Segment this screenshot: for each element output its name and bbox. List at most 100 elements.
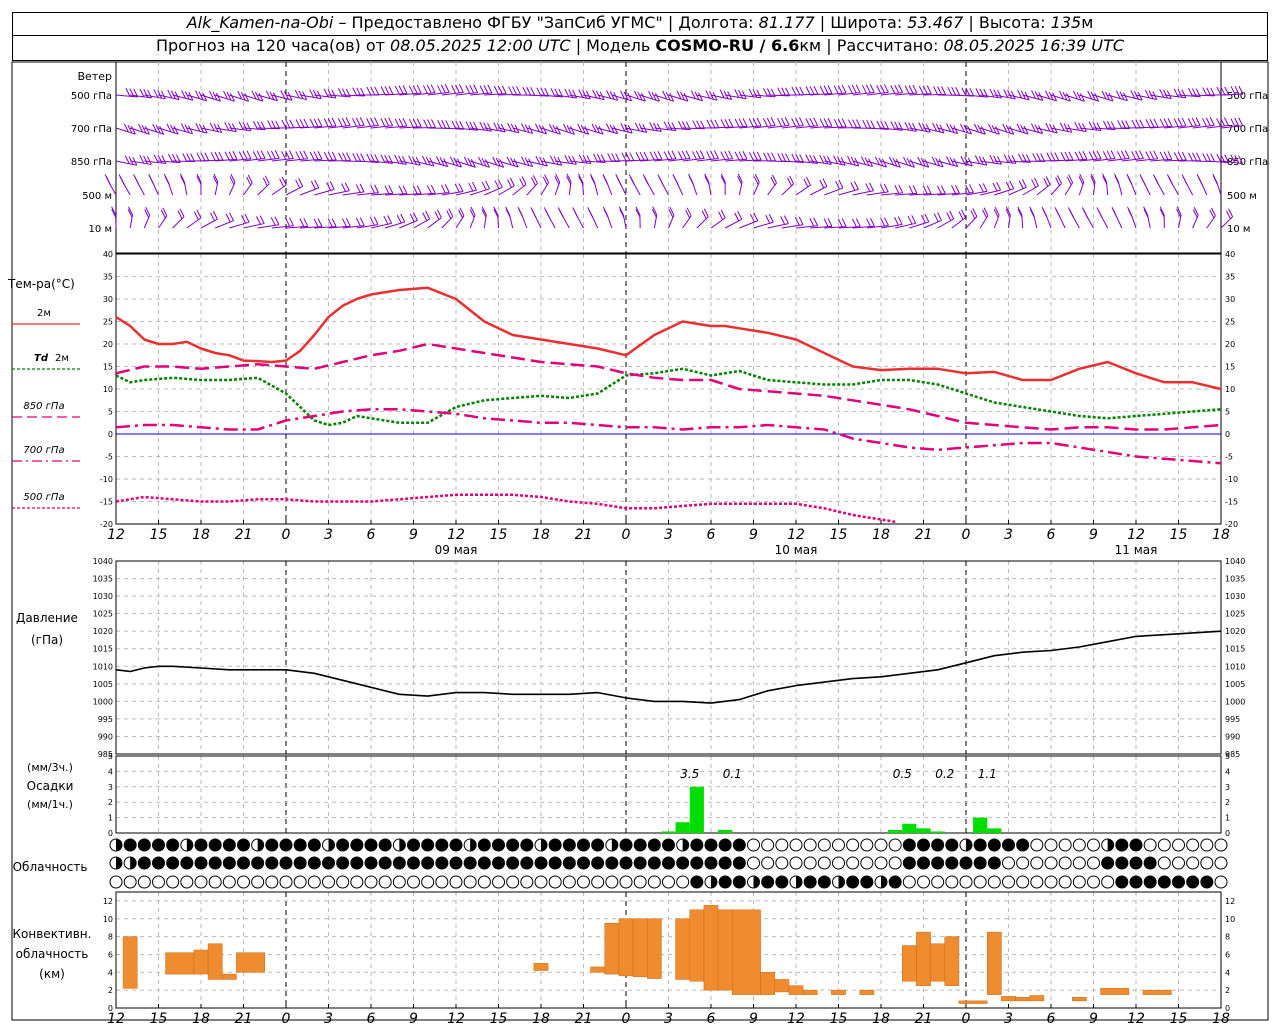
wind-barb-feather [360, 153, 366, 162]
wind-barb-feather [1010, 90, 1016, 100]
wind-barb-feather [1159, 89, 1165, 98]
cloud-circle [251, 875, 265, 889]
wind-barb-feather [256, 150, 262, 160]
cloud-circle [846, 856, 860, 870]
wind-barb-feather [497, 85, 503, 95]
wind-barb-feather [1223, 117, 1229, 126]
cloud-symbol [591, 838, 605, 852]
wind-barb-staff [965, 190, 988, 196]
wind-level-label-right: 850 гПа [1227, 157, 1268, 168]
wind-barb-feather [331, 151, 337, 161]
wind-barb-feather [196, 175, 202, 185]
wind-barb-feather [370, 117, 375, 127]
wind-barb-feather [1230, 118, 1236, 127]
wind-barb-feather [784, 117, 790, 126]
cloud-symbol [888, 838, 902, 852]
wind-barb-feather [289, 217, 294, 226]
y-tick-label-right: 990 [1225, 732, 1240, 741]
cloud-symbol [647, 875, 661, 889]
wind-barb-staff [951, 191, 974, 196]
wind-barb-feather [213, 173, 219, 183]
wind-barb-feather [924, 159, 930, 168]
y-tick-label-right: 995 [1225, 715, 1240, 724]
cloud-symbol [293, 875, 307, 889]
cloud-symbol [591, 875, 605, 889]
wind-barb-feather [459, 207, 465, 216]
cloud-circle [633, 838, 647, 852]
wind-barb-feather [768, 214, 774, 223]
cloud-circle [931, 838, 945, 852]
wind-barb-feather [177, 210, 183, 219]
computed-time: 08.05.2025 16:39 UTC [943, 36, 1125, 55]
wind-barb-feather [809, 86, 815, 95]
y-tick-label-left: 1030 [93, 592, 113, 601]
wind-barb-feather [270, 217, 276, 226]
cloud-symbol [1087, 875, 1100, 889]
x-tick-label: 12 [787, 1011, 805, 1024]
wind-barb-feather [128, 156, 134, 165]
wind-barb-staff [1022, 185, 1039, 196]
x-tick-label: 3 [1004, 1011, 1013, 1024]
wind-barb-staff [1050, 94, 1071, 102]
y-tick-label-left: 10 [103, 385, 113, 394]
x-tick-label: 6 [707, 527, 716, 543]
wind-barb-feather [918, 85, 924, 95]
wind-barb-feather [252, 151, 258, 160]
wind-barb-staff [583, 127, 604, 135]
wind-barb-feather [876, 120, 882, 130]
wind-barb-feather [1138, 150, 1144, 159]
wind-barb-feather [1114, 173, 1119, 183]
convective-bar [944, 936, 960, 986]
cloud-symbol [265, 856, 279, 870]
cloud-symbol [662, 875, 675, 889]
wind-barb-staff [994, 160, 1017, 164]
wind-barb-feather [143, 89, 149, 98]
wind-barb-feather [186, 153, 192, 162]
cloud-symbol [1157, 838, 1171, 852]
wind-barb-staff [810, 225, 833, 229]
wind-barb-feather [737, 211, 743, 220]
wind-barb-feather [213, 123, 219, 132]
cloud-circle [279, 838, 293, 852]
wind-barb-feather [704, 173, 710, 183]
cloud-circle [647, 838, 661, 852]
wind-barb-feather [528, 158, 534, 167]
x-tick-label: 15 [830, 1011, 848, 1024]
wind-barb-staff [824, 187, 844, 196]
wind-barb-feather [1192, 152, 1197, 162]
wind-barb-feather [352, 118, 357, 127]
cloud-symbol [1044, 856, 1058, 870]
wind-barb-feather [1153, 150, 1159, 160]
wind-barb-feather [1234, 117, 1240, 127]
wind-barb-feather [437, 85, 442, 94]
wind-barb-staff [1093, 94, 1114, 102]
wind-barb-staff [455, 127, 478, 131]
wind-barb-feather [588, 209, 594, 218]
cloud-circle [534, 875, 548, 889]
wind-barb-feather [264, 175, 270, 185]
wind-barb-staff [158, 127, 179, 135]
wind-barb-feather [719, 89, 725, 99]
wind-barb-feather [366, 153, 372, 163]
wind-barb-staff [753, 125, 776, 129]
wind-barb-feather [313, 151, 319, 160]
cloud-circle [1172, 838, 1185, 852]
y-tick-label-left: 12 [103, 897, 113, 906]
cloud-symbol [109, 838, 123, 852]
cloud-symbol [676, 875, 690, 889]
cloud-circle [747, 838, 760, 852]
cloud-symbol [1214, 875, 1228, 889]
cloud-symbol [619, 838, 633, 852]
wind-barb-feather [605, 123, 611, 132]
wind-barb-staff [1065, 127, 1087, 132]
wind-barb-feather [285, 150, 290, 160]
wind-barb-feather [823, 155, 829, 165]
wind-barb-feather [667, 121, 673, 131]
cloud-circle [378, 875, 392, 889]
wind-barb-feather [497, 179, 503, 188]
wind-barb-feather [408, 85, 414, 94]
wind-barb-feather [323, 88, 329, 98]
x-tick-label: 6 [367, 527, 376, 543]
cloud-circle [336, 856, 350, 870]
wind-barb-feather [134, 176, 140, 185]
